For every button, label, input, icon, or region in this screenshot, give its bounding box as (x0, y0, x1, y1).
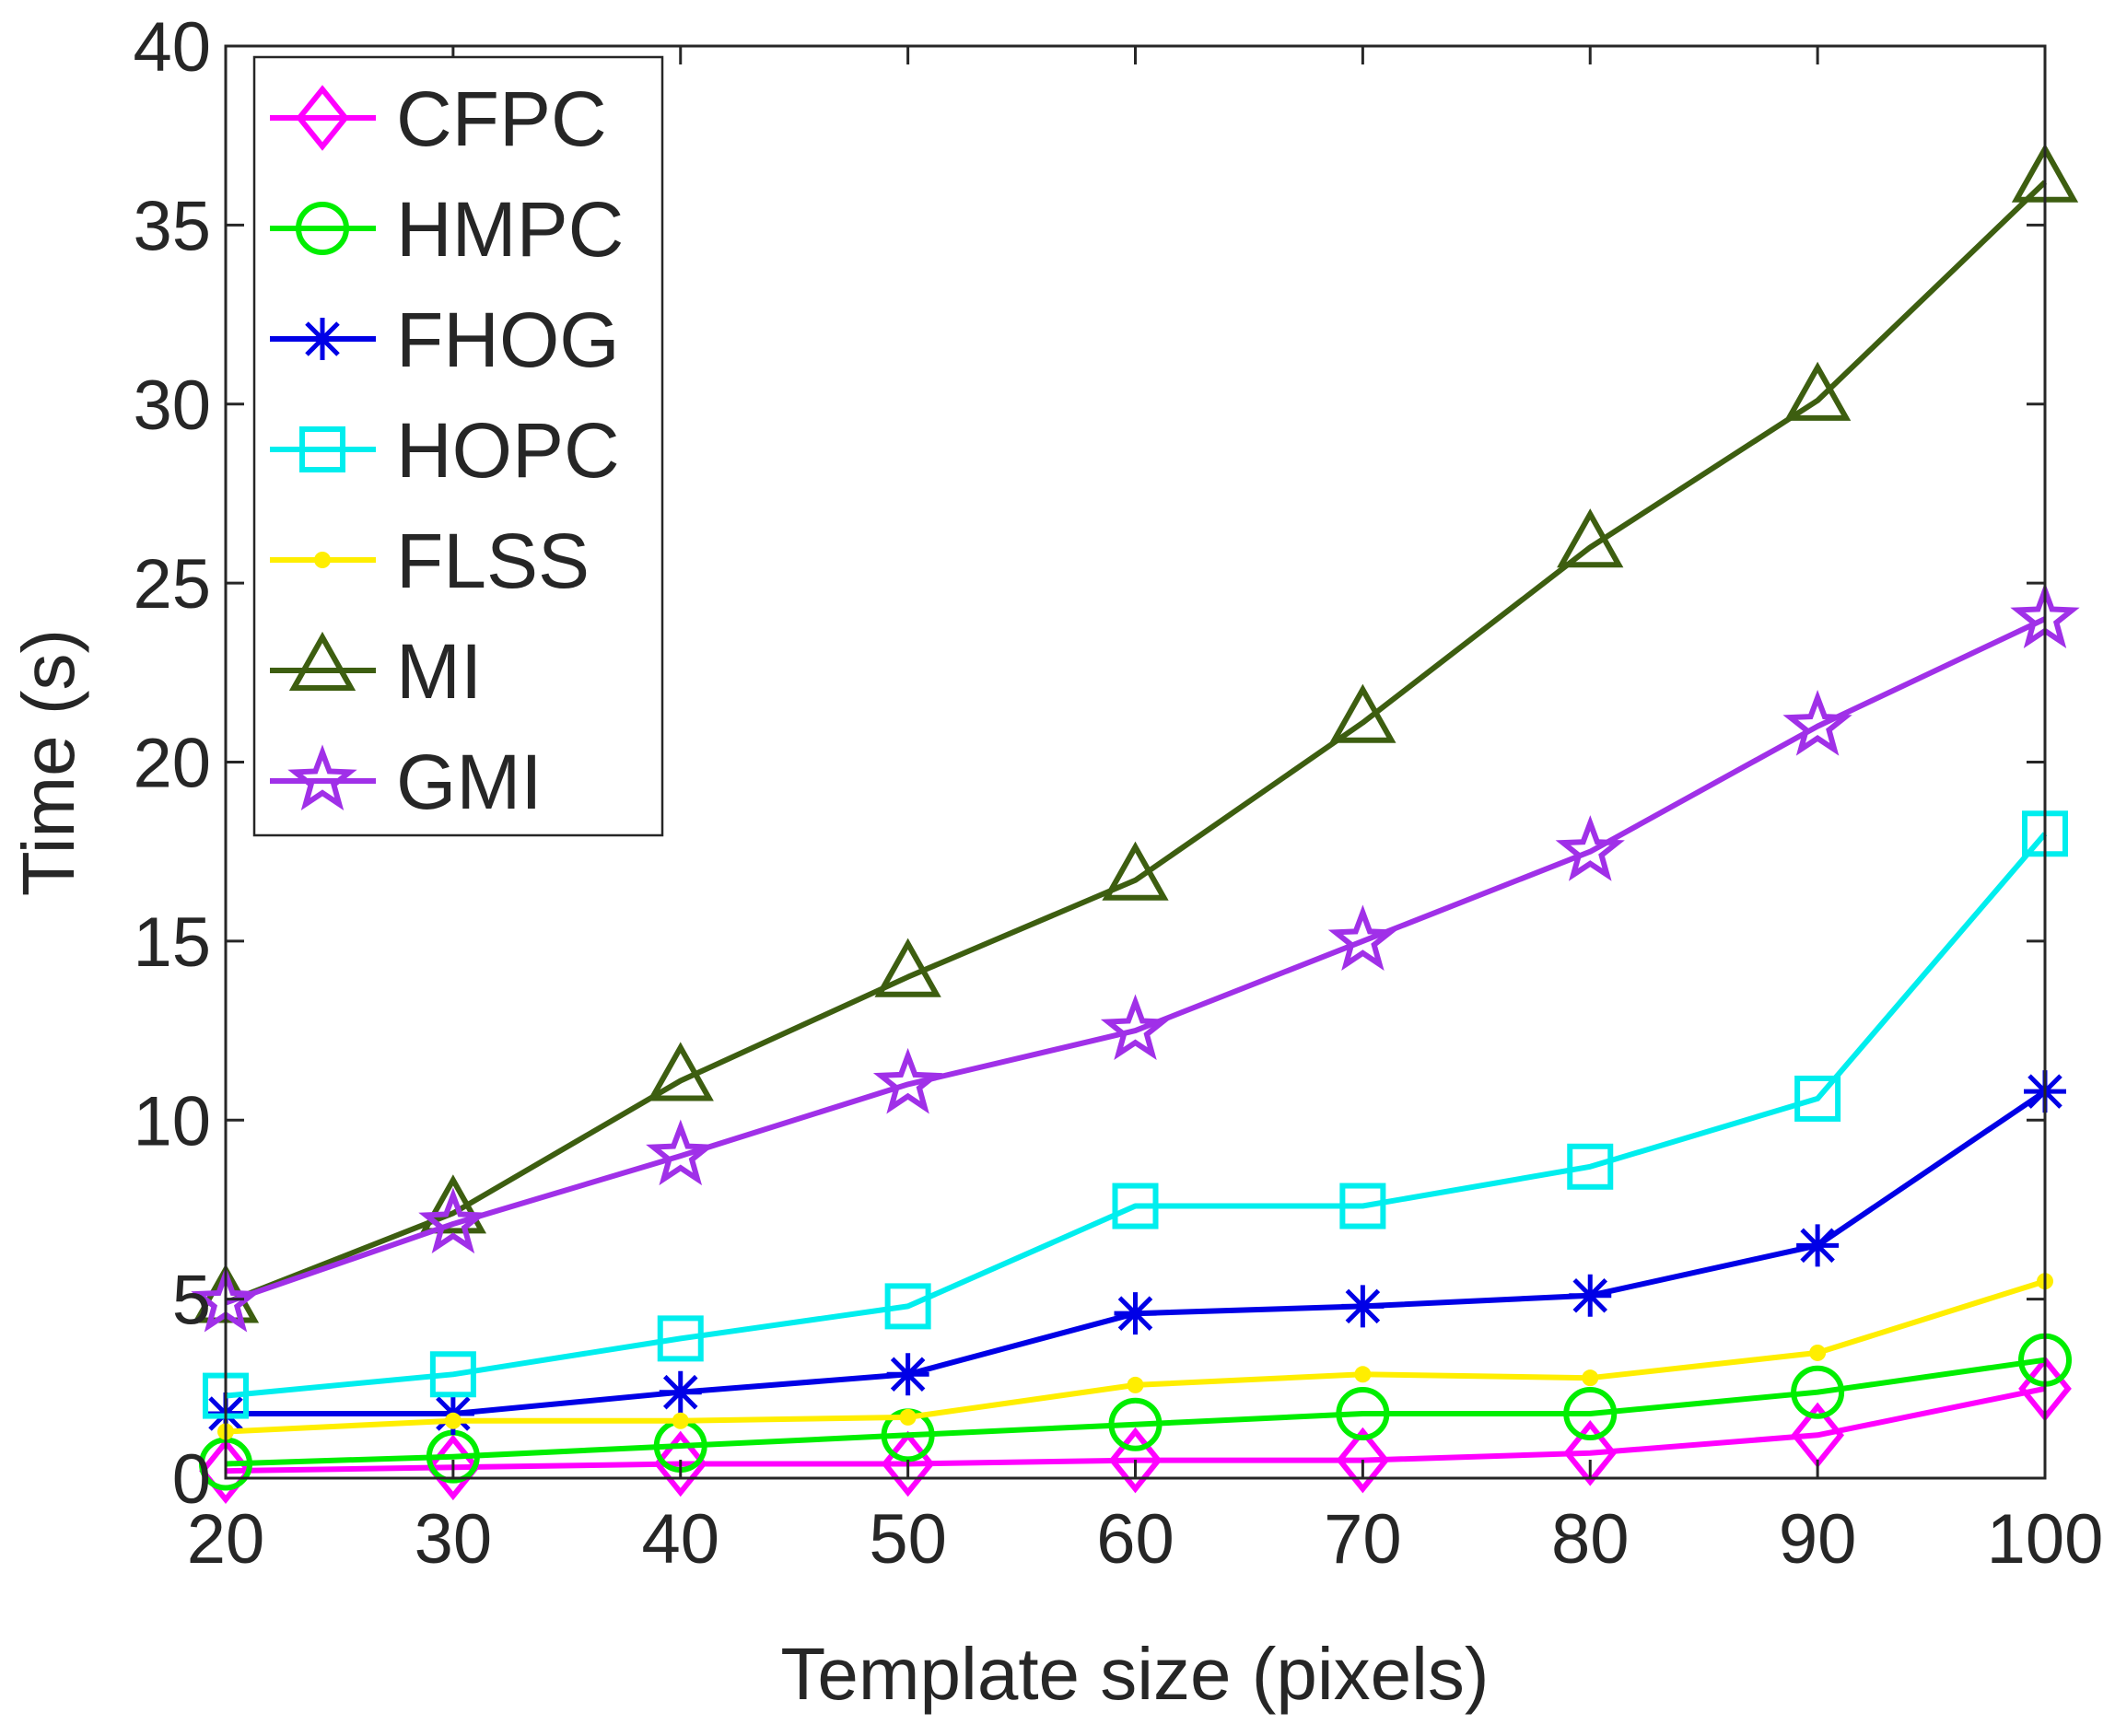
legend-marker (301, 318, 344, 360)
data-point (1809, 1344, 1827, 1361)
legend-box (252, 55, 664, 837)
data-point (1108, 1397, 1163, 1451)
legend-marker (287, 744, 357, 811)
ticks-layer: 20 30 40 50 60 70 80 90 100 0 5 10 15 20 25 30 35 40 (133, 8, 2103, 1579)
legend-label: HOPC (396, 407, 620, 494)
data-point (1557, 508, 1624, 568)
data-point (1112, 1183, 1159, 1229)
legend-marker (296, 85, 349, 151)
series-flss (217, 1273, 2053, 1440)
data-point (444, 1412, 462, 1429)
x-tick-label: 100 (1987, 1500, 2104, 1579)
data-point (1336, 1387, 1390, 1441)
x-tick-label: 70 (1324, 1500, 1402, 1579)
data-point (647, 1042, 714, 1101)
data-point (1783, 361, 1852, 421)
series-mi (192, 143, 2079, 1323)
legend-item: HOPC (270, 407, 620, 494)
data-point (1341, 1285, 1385, 1328)
data-point (872, 1047, 943, 1114)
data-point (429, 1351, 476, 1398)
data-point (1569, 1274, 1612, 1317)
y-axis-label: Time (s) (7, 629, 89, 896)
legend: CFPC HMPC FHOG HOPC FLSS MI GMI (252, 55, 664, 837)
legend-label: GMI (396, 739, 543, 825)
legend-item: CFPC (270, 76, 607, 162)
data-point (1796, 1224, 1840, 1267)
legend-item: HMPC (270, 186, 624, 273)
x-axis-label: Template size (pixels) (780, 1633, 1489, 1715)
data-point (1327, 904, 1398, 971)
data-point (1582, 1369, 1599, 1387)
data-point (1555, 815, 1625, 881)
x-tick-label: 40 (641, 1500, 719, 1579)
data-point (1114, 1292, 1157, 1335)
legend-item: GMI (270, 739, 543, 825)
legend-item: FHOG (270, 297, 620, 383)
y-tick-label: 35 (133, 187, 211, 265)
data-point (1563, 1420, 1618, 1486)
legend-marker (288, 631, 356, 691)
x-tick-label: 50 (869, 1500, 947, 1579)
data-point (1102, 841, 1169, 901)
x-tick-label: 90 (1779, 1500, 1857, 1579)
x-tick-label: 30 (415, 1500, 493, 1579)
data-point (646, 1119, 716, 1186)
data-point (1791, 1365, 1845, 1419)
data-point (1563, 1387, 1618, 1441)
data-point (1329, 683, 1396, 743)
data-point (1782, 690, 1852, 756)
legend-label: HMPC (396, 186, 624, 273)
data-point (1100, 994, 1171, 1061)
legend-marker (314, 552, 331, 568)
legend-label: MI (396, 628, 482, 715)
legend-marker (296, 202, 349, 255)
y-tick-label: 25 (133, 545, 211, 623)
data-point (884, 1283, 931, 1330)
data-point (1108, 1427, 1163, 1494)
data-point (657, 1315, 704, 1362)
data-point (874, 938, 941, 997)
data-point (659, 1370, 702, 1414)
legend-label: FHOG (396, 297, 620, 383)
data-point (1354, 1366, 1372, 1383)
data-point (653, 1430, 707, 1497)
x-tick-label: 20 (187, 1500, 265, 1579)
data-point (1567, 1143, 1614, 1190)
legend-label: FLSS (396, 518, 590, 604)
data-point (899, 1408, 917, 1426)
y-tick-label: 30 (133, 367, 211, 445)
data-point (1127, 1376, 1144, 1393)
y-tick-label: 20 (133, 725, 211, 803)
y-tick-label: 0 (172, 1440, 211, 1519)
legend-marker (299, 426, 345, 472)
legend-item: FLSS (270, 518, 590, 604)
data-point (672, 1412, 689, 1429)
y-tick-label: 15 (133, 903, 211, 982)
data-point (418, 1187, 488, 1254)
legend-item: MI (270, 628, 482, 715)
series-line (224, 180, 2048, 1306)
series-line (225, 1357, 2046, 1467)
y-tick-label: 40 (133, 8, 211, 87)
data-point (1794, 1075, 1841, 1122)
data-point (419, 1174, 487, 1234)
x-tick-label: 60 (1096, 1500, 1174, 1579)
y-tick-label: 5 (172, 1262, 211, 1340)
data-point (886, 1353, 929, 1396)
legend-label: CFPC (396, 76, 607, 162)
x-tick-label: 80 (1551, 1500, 1630, 1579)
data-point (1336, 1427, 1390, 1494)
series-line (225, 832, 2048, 1399)
series-line (225, 616, 2047, 1306)
y-tick-label: 10 (133, 1082, 211, 1160)
data-point (1339, 1183, 1386, 1229)
